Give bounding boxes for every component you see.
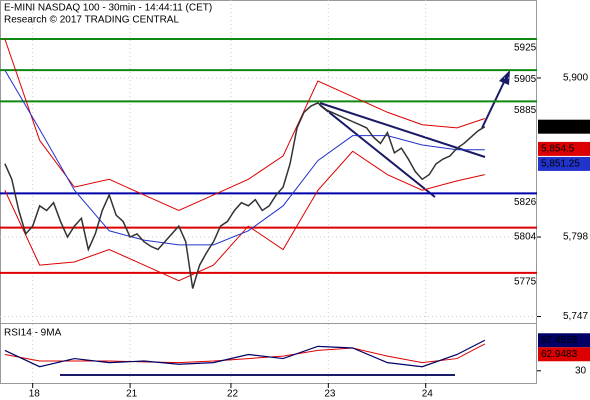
price-tag	[538, 141, 590, 156]
y-tick-label: 5,900	[563, 73, 588, 84]
rsi-line	[4, 339, 486, 368]
x-tick-label: 23	[324, 389, 336, 400]
trend-line	[319, 104, 436, 198]
level-label: 5775	[514, 277, 537, 288]
level-label: 5905	[514, 74, 537, 85]
level-label: 5826	[514, 197, 537, 208]
y-tick-label: 5,798	[563, 232, 588, 243]
rsi-tag	[538, 333, 590, 348]
bollinger-band	[4, 38, 485, 212]
rsi-title: RSI14 - 9MA	[4, 328, 62, 339]
level-label: 5804	[514, 231, 537, 242]
price-tag	[538, 156, 590, 171]
rsi-ma	[4, 343, 486, 364]
y-tick-label: 5,747	[563, 311, 588, 322]
price-tag-label: 5,854.5	[541, 144, 575, 155]
chart-title: E-MINI NASDAQ 100 - 30min - 14:44:11 (CE…	[4, 3, 212, 14]
moving-average	[4, 69, 485, 246]
x-tick-label: 22	[227, 389, 239, 400]
price-tag-label: 5,868.75	[541, 121, 580, 132]
rsi-tag-label: 62.9483	[541, 349, 578, 360]
rsi-tag-label: 67.4828	[541, 335, 578, 346]
plot-frame	[0, 0, 537, 384]
x-tick-label: 21	[126, 389, 138, 400]
rsi-tag	[538, 347, 590, 362]
level-label: 5885	[514, 105, 537, 116]
chart-subtitle: Research © 2017 TRADING CENTRAL	[4, 15, 179, 26]
price-tag-label: 5,851.25	[541, 159, 580, 170]
forecast-arrow	[481, 79, 506, 129]
price-line	[4, 102, 486, 289]
price-tag	[538, 119, 590, 134]
level-label: 5925	[514, 43, 537, 54]
rsi-tick-label: 30	[575, 365, 587, 376]
x-tick-label: 18	[29, 389, 41, 400]
bollinger-band	[4, 150, 485, 282]
x-tick-label: 24	[422, 389, 434, 400]
